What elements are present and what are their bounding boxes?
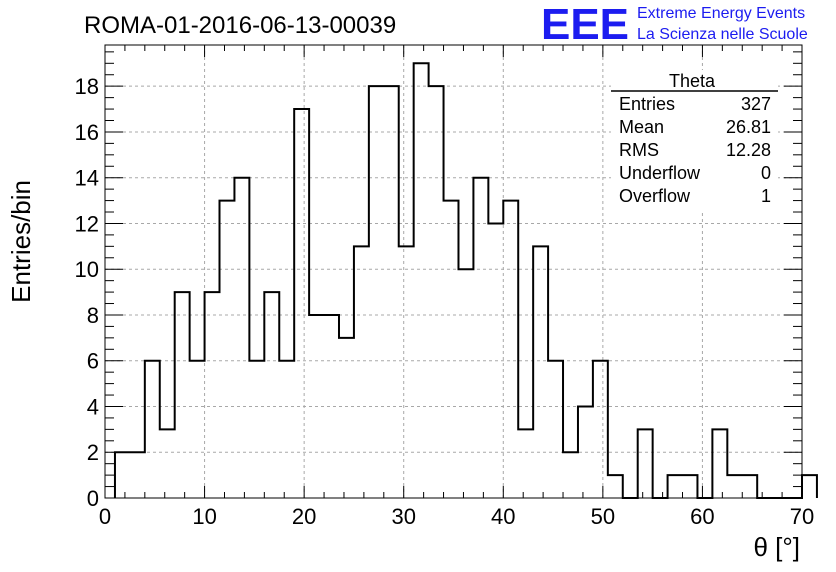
x-tick-label: 30 (391, 504, 415, 529)
plot-frame (104, 44, 803, 499)
y-tick-label: 14 (75, 166, 99, 191)
eee-logo-mark: EEE (541, 0, 629, 49)
x-tick-label: 60 (690, 504, 714, 529)
x-tick-label: 10 (192, 504, 216, 529)
histogram-bin (399, 246, 414, 498)
x-tick-label: 0 (99, 504, 111, 529)
stats-row-value: 327 (741, 94, 771, 114)
stats-row-label: RMS (619, 140, 659, 160)
y-tick-label: 2 (87, 440, 99, 465)
stats-box: Theta Entries 327 Mean 26.81 RMS 12.28 Underfl… (611, 70, 778, 210)
histogram-bin (384, 86, 399, 498)
y-tick-label: 18 (75, 74, 99, 99)
y-axis-label: Entries/bin (6, 180, 36, 303)
histogram-bin (264, 292, 279, 498)
stats-row-label: Mean (619, 117, 664, 137)
histogram-bin (518, 429, 533, 498)
histogram-bin (324, 315, 339, 498)
histogram-bin (354, 246, 369, 498)
histogram-bin (160, 429, 175, 498)
stats-box-title: Theta (669, 71, 716, 91)
stats-row-value: 0 (761, 163, 771, 183)
stats-row-value: 12.28 (726, 140, 771, 160)
histogram-bars (113, 62, 818, 499)
histogram-bin (668, 475, 683, 498)
stats-row-label: Overflow (619, 186, 691, 206)
histogram-bin (115, 452, 130, 498)
y-tick-label: 16 (75, 120, 99, 145)
y-tick-label: 0 (87, 486, 99, 511)
y-tick-label: 8 (87, 303, 99, 328)
grid-lines (105, 45, 802, 498)
histogram-bin (145, 361, 160, 498)
histogram-bin (220, 201, 235, 498)
histogram-bin (593, 361, 608, 498)
axis-ticks (104, 45, 803, 499)
histogram-bin (339, 338, 354, 498)
histogram-bin (638, 429, 653, 498)
x-tick-label: 20 (292, 504, 316, 529)
histogram-bin (249, 361, 264, 498)
histogram-bin (429, 86, 444, 498)
histogram-bin (175, 292, 190, 498)
histogram-bin (205, 292, 220, 498)
histogram-bin (608, 475, 623, 498)
x-tick-label: 50 (591, 504, 615, 529)
y-tick-label: 4 (87, 394, 99, 419)
histogram-bin (473, 178, 488, 498)
stats-row-label: Underflow (619, 163, 701, 183)
histogram-bin (458, 269, 473, 498)
histogram-bin (279, 361, 294, 498)
y-tick-label: 10 (75, 257, 99, 282)
eee-logo-line1: Extreme Energy Events (637, 5, 805, 22)
histogram-bin (369, 86, 384, 498)
histogram-bin (727, 475, 742, 498)
y-tick-label: 12 (75, 211, 99, 236)
histogram-bin (234, 178, 249, 498)
histogram-bin (533, 246, 548, 498)
stats-row-label: Entries (619, 94, 675, 114)
histogram-bin (294, 109, 309, 498)
stats-box-background (611, 70, 778, 210)
x-axis-label: θ [°] (753, 532, 800, 562)
histogram-bin (712, 429, 727, 498)
histogram-outline (113, 62, 818, 499)
histogram-bin (444, 201, 459, 498)
histogram-bin (548, 361, 563, 498)
x-tick-label: 40 (491, 504, 515, 529)
eee-logo-line2: La Scienza nelle Scuole (637, 26, 808, 43)
histogram-bin (130, 452, 145, 498)
stats-row-value: 1 (761, 186, 771, 206)
histogram-bin (563, 452, 578, 498)
x-tick-label: 70 (790, 504, 814, 529)
histogram-bin (683, 475, 698, 498)
histogram-bin (190, 361, 205, 498)
chart-title: ROMA-01-2016-06-13-00039 (84, 12, 396, 39)
y-tick-label: 6 (87, 349, 99, 374)
stats-rows: Entries 327 Mean 26.81 RMS 12.28 Underflow 0 Ove… (619, 94, 771, 206)
histogram-bin (742, 475, 757, 498)
histogram-bin (414, 63, 429, 498)
eee-logo: EEE Extreme Energy Events La Scienza nel… (541, 0, 808, 49)
histogram-bin (802, 475, 817, 498)
histogram-bin (503, 201, 518, 498)
stats-row-value: 26.81 (726, 117, 771, 137)
